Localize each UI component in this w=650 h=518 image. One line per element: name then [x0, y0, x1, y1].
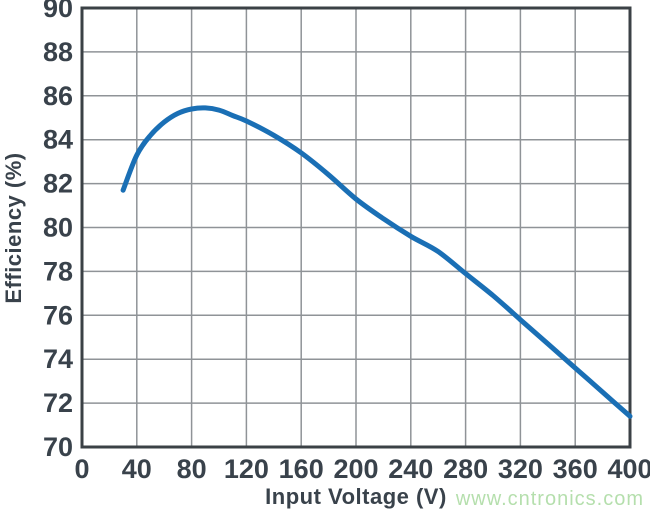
x-tick-label: 400: [607, 454, 650, 484]
y-tick-label: 78: [43, 256, 73, 286]
y-tick-label: 76: [43, 300, 73, 330]
y-axis-title: Efficiency (%): [1, 152, 26, 304]
x-tick-label: 0: [74, 454, 89, 484]
y-tick-label: 72: [43, 388, 73, 418]
y-tick-label: 74: [43, 344, 73, 374]
y-tick-label: 82: [43, 169, 73, 199]
x-tick-label: 360: [553, 454, 598, 484]
x-tick-label: 320: [498, 454, 543, 484]
x-tick-label: 120: [224, 454, 269, 484]
y-tick-label: 80: [43, 213, 73, 243]
y-tick-label: 90: [43, 0, 73, 23]
x-tick-label: 240: [388, 454, 433, 484]
y-tick-label: 86: [43, 81, 73, 111]
x-tick-label: 160: [279, 454, 324, 484]
x-tick-label: 80: [177, 454, 207, 484]
x-axis-title: Input Voltage (V): [265, 484, 447, 509]
x-tick-label: 200: [333, 454, 378, 484]
x-tick-label: 280: [443, 454, 488, 484]
y-tick-label: 88: [43, 37, 73, 67]
y-tick-label: 84: [43, 125, 73, 155]
watermark-text: www.cntronics.com: [455, 488, 644, 510]
efficiency-curve: [120, 105, 633, 419]
x-tick-label: 40: [122, 454, 152, 484]
plot-border: [80, 6, 632, 449]
y-tick-label: 70: [43, 432, 73, 462]
